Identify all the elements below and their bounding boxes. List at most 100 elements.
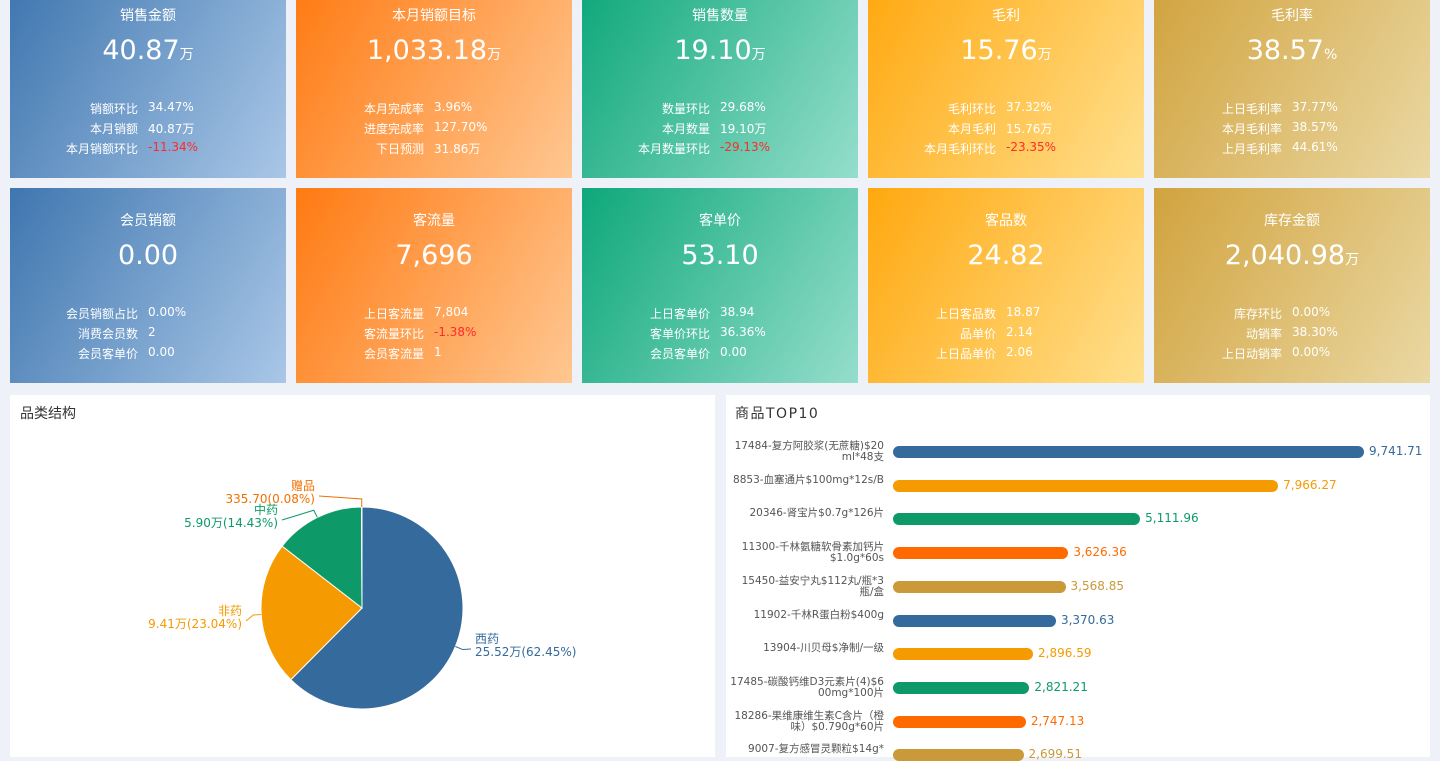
row-value: 0.00%: [1292, 345, 1331, 359]
card-value: 24.82: [868, 240, 1144, 271]
row-value: 0.00: [720, 345, 747, 359]
card-row: 本月数量 19.10万: [582, 120, 858, 136]
card-row: 会员客单价 0.00: [582, 345, 858, 361]
card-row: 客单价环比 36.36%: [582, 325, 858, 341]
card-row: 进度完成率 127.70%: [296, 120, 572, 136]
value: 7,696: [395, 240, 473, 271]
row-value: 2.06: [1006, 345, 1033, 359]
bar: [893, 446, 1364, 458]
card-title: 本月销额目标: [392, 8, 476, 24]
bar-label: 8853-血塞通片$100mg*12s/B: [733, 473, 884, 486]
card-value: 15.76万: [868, 35, 1144, 66]
row-label: 本月完成率: [363, 102, 424, 116]
bar: [893, 614, 1056, 627]
card-row: 销额环比 34.47%: [10, 100, 286, 116]
bar-value-label: 5,111.96: [1145, 511, 1199, 526]
unit: 万: [179, 47, 194, 63]
row-value: -23.35%: [1006, 140, 1057, 154]
row-value: 37.77%: [1292, 100, 1338, 114]
row-value: 2: [148, 325, 156, 339]
bar: [893, 547, 1069, 560]
pie-value-label: 25.52万(62.45%): [475, 645, 576, 659]
row-label: 进度完成率: [363, 122, 424, 136]
row-label: 本月数量环比: [637, 142, 710, 156]
bar: [893, 681, 1030, 694]
value: 1,033.18: [366, 35, 488, 66]
leader-line: [318, 495, 363, 508]
row-value: 0.00%: [148, 305, 187, 319]
row-value: 34.47%: [148, 100, 194, 114]
pie-label: 赠品: [291, 479, 315, 493]
bar-label: 11902-千林R蛋白粉$400g: [753, 608, 884, 621]
card-row: 数量环比 29.68%: [582, 100, 858, 116]
row-label: 上日毛利率: [1221, 102, 1282, 116]
card-row: 会员销额占比 0.00%: [10, 305, 286, 321]
card-title: 销售数量: [692, 8, 748, 24]
bar-label: 9007-复方感冒灵颗粒$14g*: [748, 743, 884, 756]
card-value: 19.10万: [582, 35, 858, 66]
leader-line: [281, 509, 318, 521]
row-value: 29.68%: [720, 100, 766, 114]
card-title: 客品数: [985, 213, 1027, 229]
value: 53.10: [681, 240, 759, 271]
bar: [893, 715, 1026, 728]
pie-value-label: 335.70(0.08%): [226, 492, 315, 506]
panel-title: 品类结构: [20, 406, 76, 422]
kpi-card: 客流量 7,696 上日客流量 7,804 客流量环比 -1.38% 会员客流量 1: [296, 188, 572, 383]
row-label: 上日客流量: [363, 307, 424, 321]
row-label: 本月销额环比: [65, 142, 138, 156]
row-label: 会员客流量: [363, 347, 424, 361]
row-label: 客流量环比: [363, 327, 424, 341]
bar-label: 17484-复方阿胶浆(无蔗糖)$20ml*48支: [734, 440, 884, 463]
row-value: 38.94: [720, 305, 755, 319]
pie-label: 中药: [254, 502, 278, 517]
row-value: 0.00: [148, 345, 175, 359]
card-row: 本月销额环比 -11.34%: [10, 140, 286, 156]
panel-title: 商品TOP10: [735, 406, 820, 422]
bar-label: 18286-果维康维生素C含片（橙味）$0.790g*60片: [734, 709, 884, 733]
leader-line: [455, 646, 472, 651]
row-label: 上日品单价: [935, 347, 996, 361]
kpi-card: 会员销额 0.00 会员销额占比 0.00% 消费会员数 2 会员客单价 0.00: [10, 188, 286, 383]
row-label: 库存环比: [1233, 307, 1282, 321]
row-value: 3.96%: [434, 100, 473, 114]
card-value: 1,033.18万: [296, 35, 572, 66]
card-title: 毛利: [992, 8, 1020, 24]
row-value: 15.76万: [1006, 122, 1053, 136]
row-label: 客单价环比: [649, 327, 710, 341]
card-row: 毛利环比 37.32%: [868, 100, 1144, 116]
bar: [893, 513, 1141, 526]
bar: [893, 580, 1066, 593]
bar-value-label: 2,699.51: [1028, 747, 1082, 761]
value: 2,040.98: [1224, 240, 1346, 271]
value: 15.76: [960, 35, 1038, 66]
card-value: 2,040.98万: [1154, 240, 1430, 271]
bar-label: 20346-肾宝片$0.7g*126片: [749, 507, 884, 520]
row-label: 消费会员数: [77, 327, 138, 341]
bar-label: 11300-千林氨糖软骨素加钙片$1.0g*60s: [741, 541, 884, 565]
pie-value-label: 5.90万(14.43%): [184, 516, 278, 530]
bar: [893, 648, 1034, 661]
row-label: 本月数量: [661, 122, 710, 136]
row-label: 动销率: [1245, 327, 1282, 341]
bar-value-label: 9,741.71: [1369, 444, 1423, 458]
row-label: 销额环比: [89, 102, 138, 116]
card-row: 上日客单价 38.94: [582, 305, 858, 321]
row-label: 本月毛利环比: [923, 142, 996, 156]
card-title: 库存金额: [1264, 213, 1320, 229]
row-value: -11.34%: [148, 140, 199, 154]
card-row: 本月完成率 3.96%: [296, 100, 572, 116]
card-row: 上月毛利率 44.61%: [1154, 140, 1430, 156]
row-label: 本月毛利率: [1221, 122, 1282, 136]
card-title: 毛利率: [1271, 8, 1313, 24]
row-value: 38.57%: [1292, 120, 1338, 134]
card-row: 本月销额 40.87万: [10, 120, 286, 136]
kpi-card: 客品数 24.82 上日客品数 18.87 品单价 2.14 上日品单价 2.06: [868, 188, 1144, 383]
card-value: 53.10: [582, 240, 858, 271]
row-label: 本月毛利: [947, 122, 996, 136]
card-row: 本月数量环比 -29.13%: [582, 140, 858, 156]
card-row: 库存环比 0.00%: [1154, 305, 1430, 321]
row-label: 会员客单价: [77, 347, 138, 361]
bar: [893, 749, 1024, 761]
